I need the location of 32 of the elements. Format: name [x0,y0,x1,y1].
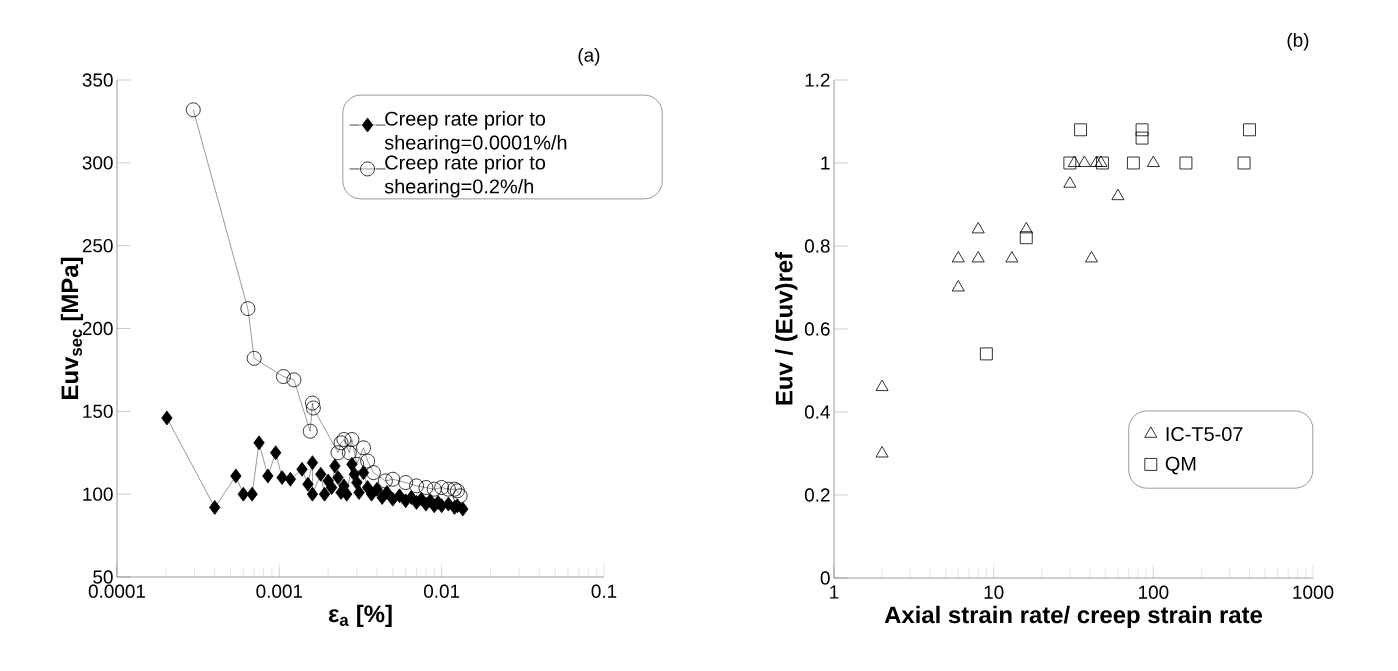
legend-label: QM [1165,456,1196,475]
x-axis-title: ε$_{a}$ [%] [328,604,392,628]
x-tick-label: 0.1 [591,584,617,598]
legend-label: IC-T5-07 [1166,426,1243,442]
y-tick-label: 150 [83,404,113,419]
y-tick-label: 1 [821,156,830,170]
x-tick-label: 0.0001 [88,584,145,598]
x-tick-label: 10 [984,585,1004,599]
y-tick-label: 50 [93,570,113,584]
y-tick-label: 0.6 [804,322,830,336]
x-tick-label: 1 [830,585,839,599]
x-tick-label: 1000 [1293,585,1334,599]
x-tick-label: 0.001 [256,584,303,598]
x-axis-title: Axial strain rate/ creep strain rate [884,605,1263,629]
y-tick-label: 300 [82,156,113,170]
y-tick-label: 0.8 [804,239,830,253]
legend-label: Creep rate prior to shearing=0.0001%/h [384,111,567,154]
legend-label: Creep rate prior to shearing=0.2%/h [384,154,546,198]
y-tick-label: 0 [820,571,830,585]
y-tick-label: 0.2 [804,488,830,502]
y-tick-label: 1.2 [805,73,830,87]
chart-title: (b) [1287,32,1309,51]
y-axis-title: Euv$_{sec}$ [MPa] [60,257,84,399]
y-axis-title: Euv / (Euv)ref [775,251,798,405]
y-tick-label: 200 [82,321,113,336]
y-tick-label: 100 [83,487,113,501]
y-tick-label: 350 [82,73,113,87]
x-tick-label: 100 [1139,585,1169,599]
y-tick-label: 0.4 [804,405,830,419]
chart-title: (a) [578,47,600,66]
y-tick-label: 250 [82,238,113,253]
x-tick-label: 0.01 [423,584,460,598]
